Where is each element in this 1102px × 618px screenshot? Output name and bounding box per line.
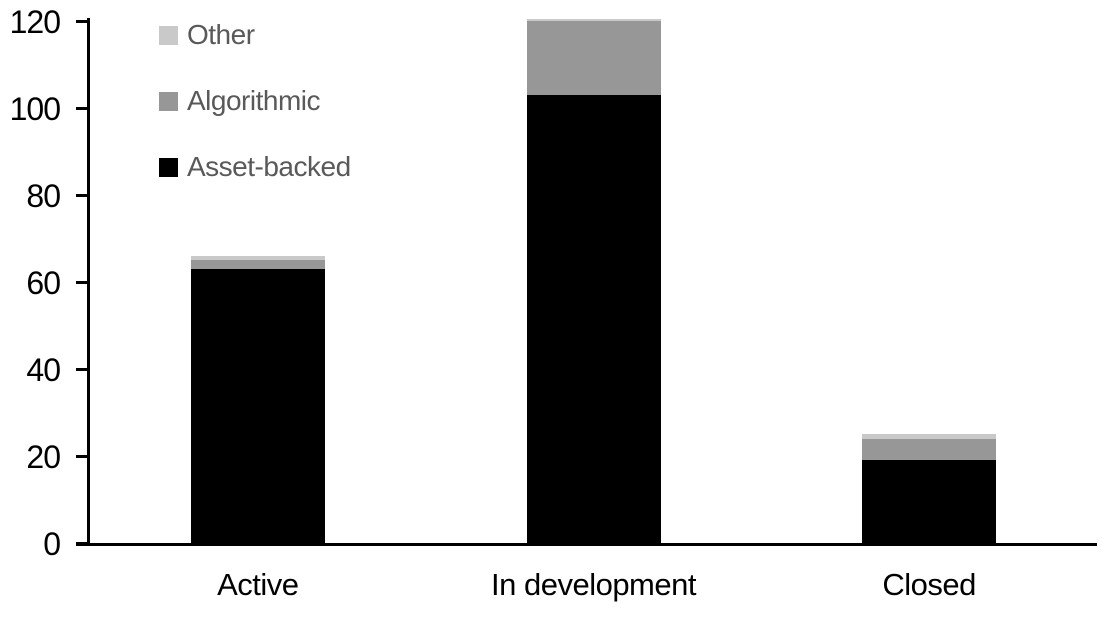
legend-label-asset-backed: Asset-backed — [187, 151, 351, 182]
y-tick-40 — [76, 368, 88, 371]
bar-segment-closed-algorithmic — [862, 438, 997, 461]
bar-segment-active-other — [190, 255, 325, 261]
bar-segment-active-algorithmic — [190, 260, 325, 269]
y-tick-label-40: 40 — [26, 352, 61, 388]
bar-segment-closed-asset-backed — [862, 460, 997, 543]
y-tick-100 — [76, 107, 88, 110]
x-label-closed: Closed — [882, 567, 976, 602]
y-tick-label-80: 80 — [26, 178, 61, 214]
y-tick-120 — [76, 20, 88, 23]
y-tick-label-0: 0 — [43, 526, 61, 562]
x-label-in-development: In development — [491, 567, 696, 602]
x-label-active: Active — [217, 567, 299, 602]
y-tick-0 — [76, 542, 88, 545]
x-axis-line — [76, 543, 1097, 546]
bar-segment-in-development-asset-backed — [526, 94, 661, 543]
y-tick-label-120: 120 — [9, 4, 61, 40]
legend-item-asset-backed: Asset-backed — [159, 151, 351, 182]
y-tick-80 — [76, 194, 88, 197]
y-axis-line — [87, 18, 90, 546]
bar-segment-closed-other — [862, 434, 997, 439]
bar-segment-in-development-algorithmic — [526, 21, 661, 95]
y-tick-label-100: 100 — [9, 91, 61, 127]
y-tick-20 — [76, 455, 88, 458]
legend: Other Algorithmic Asset-backed — [159, 19, 351, 222]
legend-item-other: Other — [159, 19, 351, 50]
bar-segment-active-asset-backed — [190, 268, 325, 543]
bar-segment-in-development-other — [526, 18, 661, 21]
y-tick-label-60: 60 — [26, 265, 61, 301]
legend-swatch-other — [159, 25, 178, 45]
y-tick-60 — [76, 281, 88, 284]
legend-item-algorithmic: Algorithmic — [159, 85, 351, 116]
legend-label-algorithmic: Algorithmic — [187, 85, 320, 116]
legend-swatch-asset-backed — [159, 157, 178, 177]
y-tick-label-20: 20 — [26, 439, 61, 475]
legend-swatch-algorithmic — [159, 91, 178, 111]
legend-label-other: Other — [187, 19, 255, 50]
